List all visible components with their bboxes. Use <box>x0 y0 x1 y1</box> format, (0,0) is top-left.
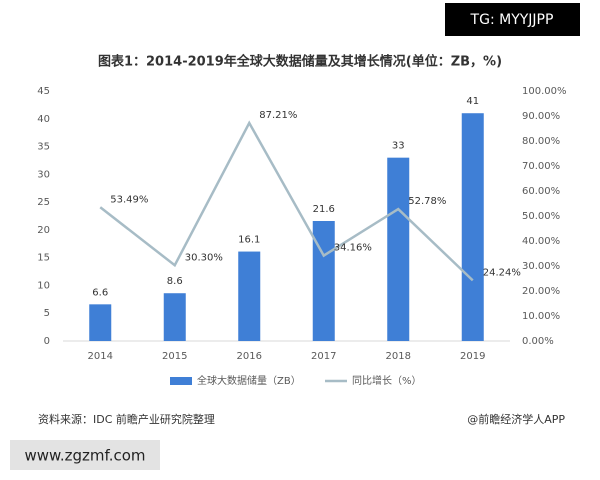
data-label: 16.1 <box>238 235 260 246</box>
x-tick-label: 2017 <box>311 351 336 362</box>
watermark: TG: MYYJJPP <box>470 12 554 28</box>
y2-tick-label: 80.00% <box>522 136 560 147</box>
y-tick-label: 0 <box>44 336 50 347</box>
y2-tick-label: 70.00% <box>522 161 560 172</box>
y-tick-label: 15 <box>37 253 50 264</box>
bar <box>163 293 186 341</box>
y2-tick-label: 0.00% <box>522 336 554 347</box>
x-tick-label: 2014 <box>88 351 113 362</box>
y2-tick-label: 10.00% <box>522 311 560 322</box>
data-label: 24.24% <box>483 267 521 278</box>
data-label: 30.30% <box>185 252 223 263</box>
chart-title: 图表1：2014-2019年全球大数据储量及其增长情况(单位：ZB，%) <box>98 54 502 70</box>
legend-label: 同比增长（%） <box>352 374 422 387</box>
data-label: 53.49% <box>110 194 148 205</box>
y-tick-label: 30 <box>37 169 50 180</box>
y-tick-label: 10 <box>37 280 50 291</box>
watermark: www.zgzmf.com <box>24 447 145 465</box>
data-label: 41 <box>466 96 479 107</box>
data-label: 6.6 <box>92 287 108 298</box>
y2-tick-label: 20.00% <box>522 286 560 297</box>
bar <box>238 251 261 341</box>
x-tick-label: 2016 <box>237 351 262 362</box>
y2-tick-label: 90.00% <box>522 111 560 122</box>
bar <box>89 304 112 341</box>
y-tick-label: 35 <box>37 142 50 153</box>
watermark-box <box>445 3 580 36</box>
x-tick-label: 2019 <box>460 351 485 362</box>
y-tick-label: 20 <box>37 225 50 236</box>
y-tick-label: 5 <box>44 308 50 319</box>
y-tick-label: 40 <box>37 114 50 125</box>
data-label: 52.78% <box>408 196 446 207</box>
y-tick-label: 25 <box>37 197 50 208</box>
source: 资料来源：IDC 前瞻产业研究院整理 <box>38 412 215 426</box>
y2-tick-label: 100.00% <box>522 86 567 97</box>
watermark-box <box>10 440 160 470</box>
bar <box>461 113 484 341</box>
data-label: 34.16% <box>334 243 372 254</box>
legend-swatch <box>170 377 192 385</box>
data-label: 87.21% <box>259 110 297 121</box>
y2-tick-label: 50.00% <box>522 211 560 222</box>
y2-tick-label: 60.00% <box>522 186 560 197</box>
x-tick-label: 2015 <box>162 351 187 362</box>
y-tick-label: 45 <box>37 86 50 97</box>
x-tick-label: 2018 <box>386 351 411 362</box>
data-label: 21.6 <box>313 204 335 215</box>
bar <box>387 157 410 341</box>
data-label: 8.6 <box>167 276 183 287</box>
y2-tick-label: 30.00% <box>522 261 560 272</box>
y2-tick-label: 40.00% <box>522 236 560 247</box>
data-label: 33 <box>392 141 405 152</box>
line <box>99 120 474 282</box>
bar <box>312 221 335 341</box>
credit: @前瞻经济学人APP <box>467 412 565 426</box>
legend-label: 全球大数据储量（ZB） <box>197 374 301 387</box>
